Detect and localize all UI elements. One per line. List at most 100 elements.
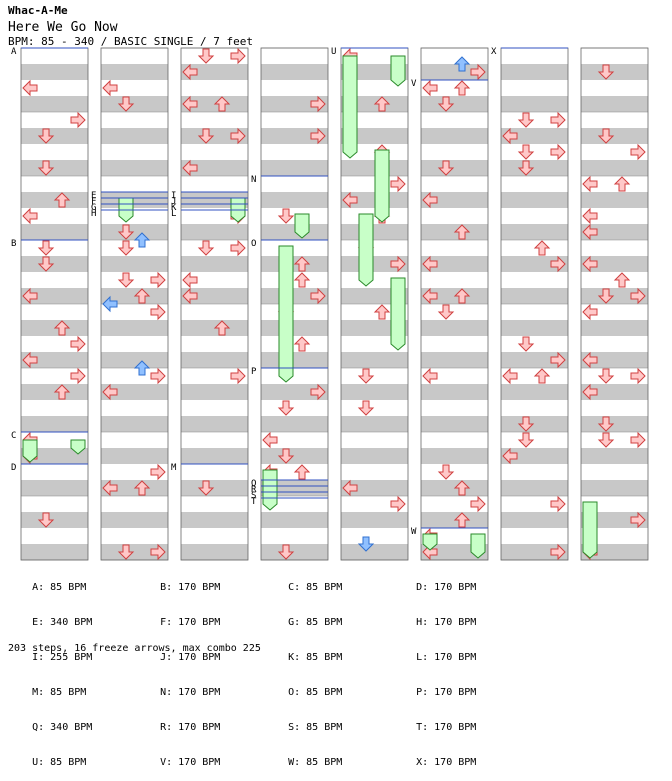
step-arrow-icon [182,95,198,113]
arrow-shape [37,128,55,144]
beat-stripe [581,320,648,336]
step-arrow-icon [550,351,566,369]
arrow-shape [133,288,151,304]
beat-stripe [21,416,88,432]
section-label: E [91,191,96,201]
beat-stripe [101,512,168,528]
beat-stripe [101,64,168,80]
freeze-arrow-bar [294,213,310,239]
step-arrow-icon [422,79,438,97]
arrow-shape [373,304,391,320]
arrow-shape [70,335,86,353]
arrow-shape [37,160,55,176]
step-arrow-icon [502,367,518,385]
freeze-arrow-bar [70,439,86,455]
arrow-shape [37,256,55,272]
freeze-arrow-bar [358,213,374,287]
beat-stripe [261,448,328,464]
step-arrow-icon [357,536,375,552]
step-arrow-icon [293,464,311,480]
beat-stripe [421,64,488,80]
arrow-shape [117,240,135,256]
beat-stripe [21,160,88,176]
step-arrow-icon [582,207,598,225]
beat-stripe [501,416,568,432]
step-arrow-icon [517,416,535,432]
step-arrow-icon [37,512,55,528]
arrow-shape [53,384,71,400]
step-arrow-icon [597,432,615,448]
beat-stripe [581,288,648,304]
beat-stripe [421,160,488,176]
arrow-shape [150,367,166,385]
arrow-shape [502,127,518,145]
beat-stripe [341,384,408,400]
beat-stripe [261,128,328,144]
bpm-entry: N: 170 BPM [160,687,221,699]
arrow-shape [357,400,375,416]
arrow-shape [133,360,151,376]
beat-stripe [421,384,488,400]
arrow-shape [37,240,55,256]
arrow-shape [502,447,518,465]
bpm-row: Q: 340 BPM R: 170 BPM S: 85 BPM T: 170 BPM [8,710,544,745]
arrow-shape [310,287,326,305]
bpm-row: E: 340 BPM F: 170 BPM G: 85 BPM H: 170 BPM [8,605,544,640]
arrow-shape [422,191,438,209]
beat-stripe [501,352,568,368]
step-arrow-icon [22,287,38,305]
step-arrow-icon [597,368,615,384]
step-arrow-icon [310,127,326,145]
arrow-shape [550,111,566,129]
step-arrow-icon [550,495,566,513]
arrow-shape [453,288,471,304]
arrow-shape [597,288,615,304]
arrow-shape [22,79,38,97]
arrow-shape [293,272,311,288]
section-label: P [251,367,257,377]
beat-stripe [181,480,248,496]
step-arrow-icon [582,223,598,241]
step-arrow-icon [197,240,215,256]
arrow-shape [630,287,646,305]
arrow-shape [373,96,391,112]
beat-stripe [101,160,168,176]
step-arrow-icon [150,463,166,481]
arrow-shape [437,464,455,480]
arrow-shape [182,95,198,113]
step-arrow-icon [197,48,215,64]
bpm-entry: R: 170 BPM [160,722,221,734]
step-arrow-icon [342,479,358,497]
arrow-shape [453,224,471,240]
beat-stripe [421,448,488,464]
step-arrow-icon [422,287,438,305]
step-arrow-icon [357,368,375,384]
beat-stripe [21,288,88,304]
step-arrow-icon [37,128,55,144]
beat-stripe [21,96,88,112]
step-arrow-icon [22,351,38,369]
arrow-shape [293,464,311,480]
beat-stripe [581,544,648,560]
freeze-arrow-bar [470,533,486,559]
beat-stripe [181,64,248,80]
beat-stripe [501,512,568,528]
column-border [100,47,169,561]
arrow-shape [630,511,646,529]
arrow-shape [582,223,598,241]
step-arrow-icon [582,351,598,369]
arrow-shape [582,207,598,225]
column-border [180,47,249,561]
arrow-shape [213,96,231,112]
step-arrow-icon [597,64,615,80]
beat-stripe [181,352,248,368]
arrow-shape [277,208,295,224]
step-arrow-icon [213,320,231,336]
section-label: K [171,203,177,213]
arrow-shape [102,479,118,497]
step-arrow-icon [582,383,598,401]
step-arrow-icon [453,512,471,528]
beat-stripe [501,192,568,208]
section-label: M [171,463,177,473]
arrow-shape [597,416,615,432]
